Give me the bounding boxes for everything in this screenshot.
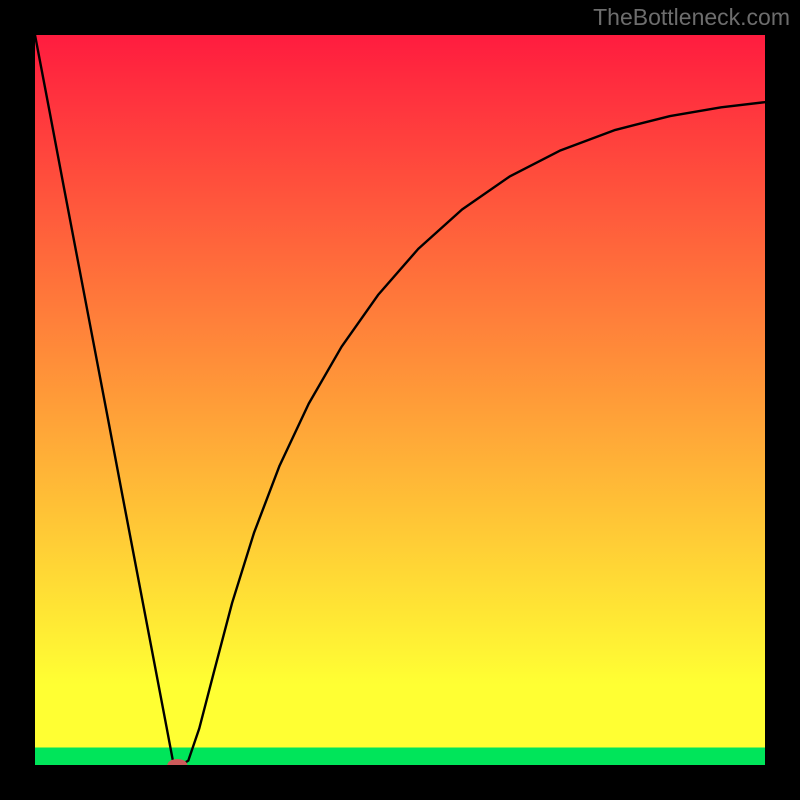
chart-background <box>35 35 765 765</box>
chart-plot-area <box>35 35 765 765</box>
chart-svg <box>35 35 765 765</box>
watermark-text: TheBottleneck.com <box>593 4 790 31</box>
